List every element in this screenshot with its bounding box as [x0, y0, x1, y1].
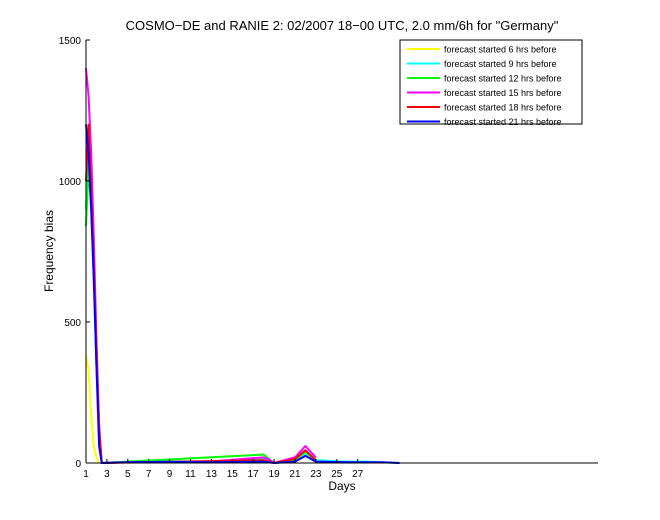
- x-tick-label: 23: [310, 469, 322, 480]
- x-tick-label: 19: [269, 469, 281, 480]
- legend-label-4: forecast started 15 hrs before: [444, 88, 562, 98]
- legend-label-1: forecast started 6 hrs before: [444, 45, 557, 55]
- x-tick-label: 21: [289, 469, 301, 480]
- x-tick-label: 15: [227, 469, 239, 480]
- x-tick-label: 3: [104, 469, 110, 480]
- x-tick-label: 17: [248, 469, 260, 480]
- x-tick-label: 13: [206, 469, 218, 480]
- y-tick-label: 500: [64, 318, 81, 329]
- x-tick-label: 25: [331, 469, 343, 480]
- x-tick-label: 7: [146, 469, 152, 480]
- y-tick-label: 0: [75, 459, 81, 470]
- x-tick-label: 9: [167, 469, 173, 480]
- x-tick-label: 1: [83, 469, 89, 480]
- series-line-1: [85, 355, 101, 464]
- x-axis-ticks: 1 3 5 7 9 11 13 15 17 19 21 23 25 27: [83, 459, 364, 480]
- x-axis-label: Days: [328, 479, 355, 493]
- y-axis-ticks: 0 500 1000 1500: [59, 36, 90, 470]
- legend-label-2: forecast started 9 hrs before: [444, 59, 557, 69]
- x-tick-label: 27: [352, 469, 364, 480]
- x-tick-label: 5: [125, 469, 131, 480]
- legend: forecast started 6 hrs before forecast st…: [399, 39, 583, 127]
- chart-title: COSMO−DE and RANIE 2: 02/2007 18−00 UTC,…: [126, 18, 559, 33]
- x-tick-label: 11: [185, 469, 196, 480]
- y-tick-label: 1500: [59, 36, 82, 47]
- y-tick-label: 1000: [59, 177, 82, 188]
- legend-label-3: forecast started 12 hrs before: [444, 74, 562, 84]
- y-axis-label: Frequency bias: [42, 210, 56, 292]
- legend-label-6: forecast started 21 hrs before: [444, 117, 562, 127]
- legend-box: [399, 39, 583, 125]
- legend-label-5: forecast started 18 hrs before: [444, 103, 562, 113]
